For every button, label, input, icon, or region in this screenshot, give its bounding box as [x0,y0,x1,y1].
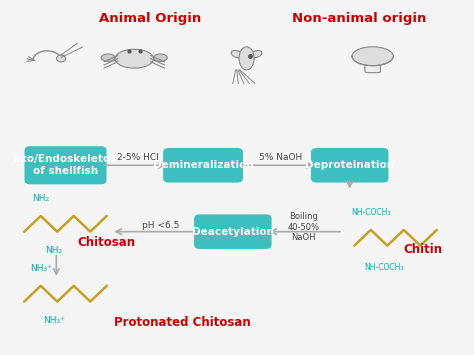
Circle shape [56,55,65,62]
FancyBboxPatch shape [25,146,107,184]
Text: NH₂: NH₂ [32,194,49,203]
Text: Deproteination: Deproteination [305,160,394,170]
Text: Non-animal origin: Non-animal origin [292,12,426,25]
Ellipse shape [101,54,115,61]
Text: NH-COCH₃: NH-COCH₃ [351,208,391,217]
Text: pH <6.5: pH <6.5 [142,221,179,230]
Ellipse shape [250,50,262,58]
Text: 2-5% HCl: 2-5% HCl [117,153,158,162]
Ellipse shape [231,50,243,58]
Ellipse shape [352,47,393,66]
Text: Demineralization: Demineralization [153,160,254,170]
Ellipse shape [115,49,154,68]
Text: Chitin: Chitin [403,242,443,256]
Text: NH₃⁺: NH₃⁺ [30,263,52,273]
Ellipse shape [154,54,167,61]
FancyBboxPatch shape [365,58,381,73]
Text: 5% NaOH: 5% NaOH [259,153,302,162]
Text: NH₂: NH₂ [45,246,62,255]
Text: Boiling
40-50%
NaOH: Boiling 40-50% NaOH [287,212,319,242]
Text: Protonated Chitosan: Protonated Chitosan [114,316,251,329]
Text: Animal Origin: Animal Origin [99,12,201,25]
Text: NH₃⁺: NH₃⁺ [43,316,64,325]
FancyBboxPatch shape [311,148,389,182]
Text: Exo/Endoskeleton
of shellfish: Exo/Endoskeleton of shellfish [13,154,118,176]
Text: Deacetylation: Deacetylation [192,226,274,237]
Ellipse shape [239,47,254,70]
Text: Chitosan: Chitosan [78,236,136,248]
FancyBboxPatch shape [194,214,272,249]
FancyBboxPatch shape [163,148,243,182]
Text: NH-COCH₃: NH-COCH₃ [364,263,403,272]
